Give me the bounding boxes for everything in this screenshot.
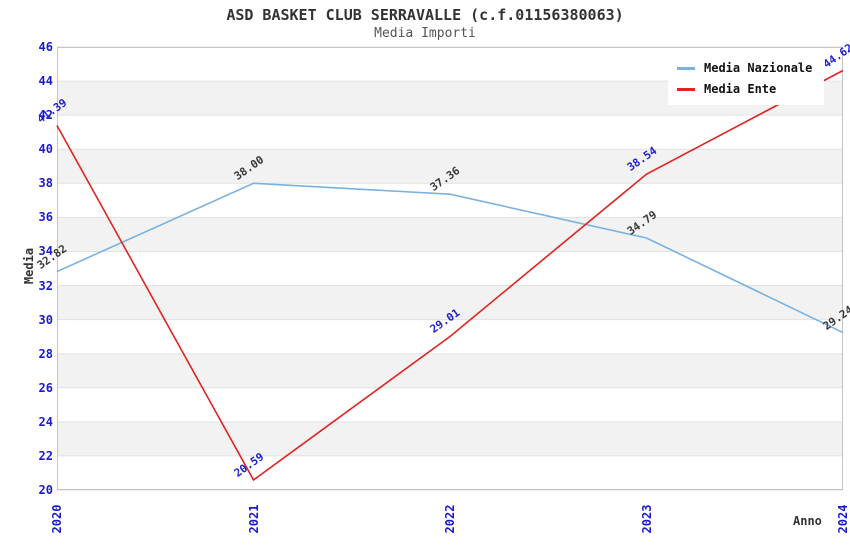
plot-band — [57, 217, 843, 252]
plot-band — [57, 421, 843, 456]
y-tick-label: 22 — [38, 448, 53, 463]
plot-band — [57, 115, 843, 150]
x-tick-label: 2021 — [246, 504, 261, 534]
y-tick-label: 36 — [38, 210, 53, 225]
legend-label: Media Ente — [704, 82, 777, 96]
x-axis-title: Anno — [793, 514, 822, 528]
plot-band — [57, 149, 843, 184]
y-tick-label: 38 — [38, 176, 53, 191]
plot-band — [57, 251, 843, 286]
y-tick-label: 40 — [38, 142, 53, 157]
legend-label: Media Nazionale — [704, 61, 813, 75]
series-line-media-ente — [56, 69, 844, 482]
x-tick-label: 2022 — [443, 504, 457, 534]
plot-canvas — [56, 46, 844, 491]
x-tick-label: 2023 — [639, 504, 654, 534]
x-axis: 2020 2021 2022 2023 2024 — [50, 490, 850, 550]
plot-band — [57, 455, 843, 490]
y-tick-label: 24 — [38, 414, 53, 429]
y-axis-title: Media — [22, 247, 36, 285]
plot-band — [57, 387, 843, 422]
legend-item-media-ente: Media Ente — [677, 82, 812, 96]
legend-line-swatch-icon — [677, 66, 695, 70]
y-tick-label: 28 — [38, 346, 53, 361]
legend: Media Nazionale Media Ente — [668, 52, 825, 105]
y-tick-label: 44 — [38, 74, 53, 89]
y-tick-label: 30 — [38, 312, 53, 327]
legend-item-media-nazionale: Media Nazionale — [677, 61, 812, 75]
chart-subtitle: Media Importi — [374, 26, 476, 41]
plot-area: 32.82 38.00 37.36 34.79 29.24 41.39 20.59 29.01… — [35, 41, 850, 491]
y-tick-label: 46 — [38, 40, 53, 54]
y-tick-label: 26 — [38, 380, 53, 395]
plot-border — [57, 47, 843, 490]
y-tick-label: 42 — [38, 108, 53, 123]
y-axis: 20 22 24 26 28 30 32 34 36 38 40 42 44 46 — [0, 40, 55, 497]
legend-line-swatch-icon — [677, 87, 695, 91]
x-tick-label: 2020 — [50, 504, 64, 534]
plot-band — [57, 353, 843, 388]
y-tick-label: 34 — [38, 244, 53, 259]
y-tick-label: 20 — [38, 483, 53, 497]
series-line-media-nazionale — [56, 182, 844, 334]
y-tick-label: 32 — [38, 278, 53, 293]
chart-title: ASD BASKET CLUB SERRAVALLE (c.f.01156380… — [226, 6, 624, 24]
x-tick-label: 2024 — [836, 504, 850, 534]
plot-band — [57, 183, 843, 218]
plot-band — [57, 285, 843, 320]
